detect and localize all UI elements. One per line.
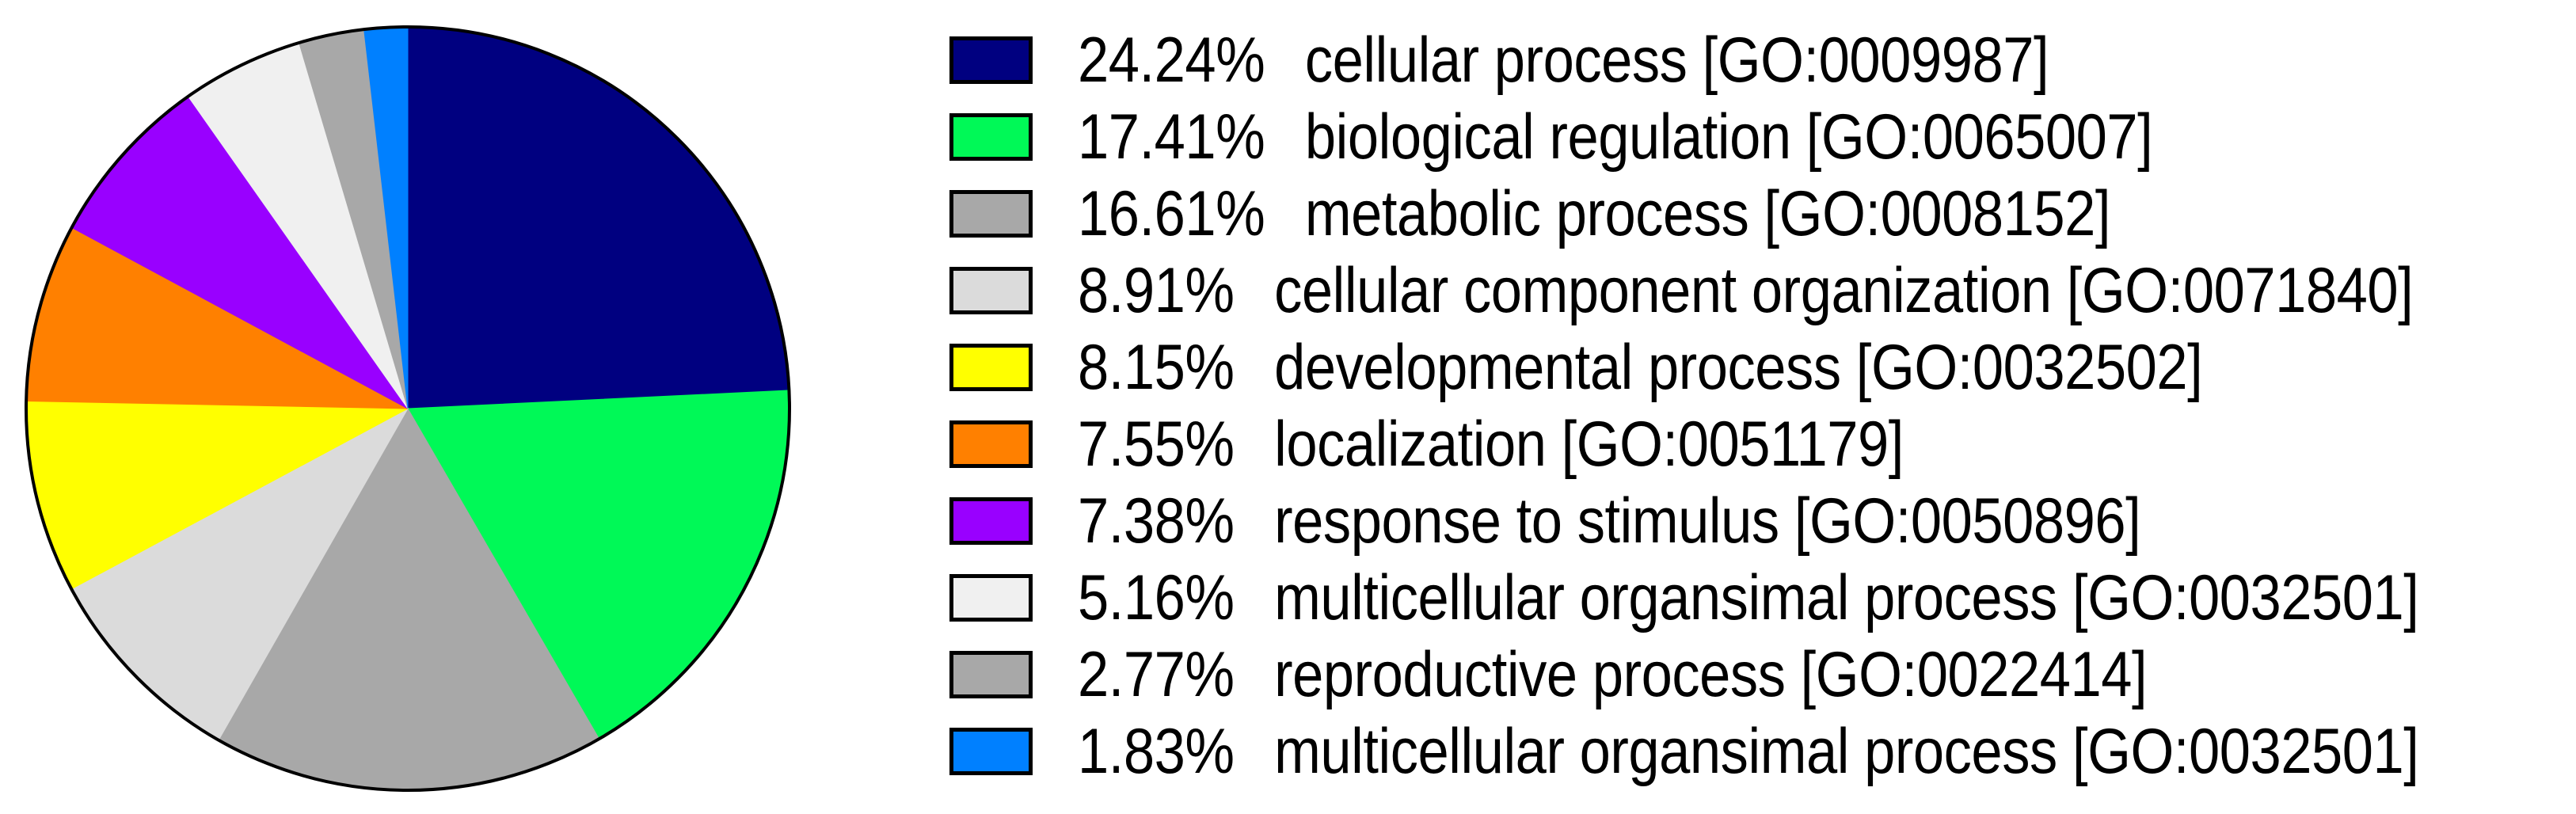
legend-text: 1.83% multicellular organsimal process [G… [1078, 720, 2419, 784]
legend-swatch [949, 651, 1033, 698]
legend-label: cellular process [GO:0009987] [1304, 25, 2049, 96]
legend-label: localization [GO:0051179] [1274, 409, 1904, 480]
legend-swatch [949, 420, 1033, 468]
legend-percent: 1.83% [1078, 716, 1235, 787]
legend-percent: 7.55% [1078, 409, 1235, 480]
legend-item: 7.38% response to stimulus [GO:0050896] [949, 489, 2576, 553]
legend-swatch [949, 190, 1033, 238]
legend-swatch [949, 574, 1033, 622]
legend-swatch [949, 113, 1033, 161]
pie-chart [0, 0, 824, 814]
legend-percent: 16.61% [1078, 178, 1265, 249]
legend-percent: 2.77% [1078, 639, 1235, 710]
legend-text: 7.38% response to stimulus [GO:0050896] [1078, 489, 2141, 553]
legend-label: metabolic process [GO:0008152] [1304, 178, 2111, 249]
legend-swatch [949, 36, 1033, 84]
legend-swatch [949, 267, 1033, 314]
legend-item: 24.24% cellular process [GO:0009987] [949, 29, 2576, 93]
legend-item: 16.61% metabolic process [GO:0008152] [949, 182, 2576, 246]
legend-percent: 8.91% [1078, 255, 1235, 326]
legend-item: 8.15% developmental process [GO:0032502] [949, 336, 2576, 400]
pie-outline [25, 25, 791, 792]
legend-text: 2.77% reproductive process [GO:0022414] [1078, 643, 2148, 707]
legend-label: developmental process [GO:0032502] [1274, 332, 2203, 403]
legend-text: 8.91% cellular component organization [GO… [1078, 259, 2414, 323]
legend-text: 24.24% cellular process [GO:0009987] [1078, 29, 2049, 93]
legend: 24.24% cellular process [GO:0009987] 17.4… [949, 29, 2576, 804]
pie-chart-svg [25, 25, 791, 792]
legend-swatch [949, 344, 1033, 391]
legend-swatch [949, 728, 1033, 775]
legend-item: 1.83% multicellular organsimal process [G… [949, 720, 2576, 784]
legend-item: 17.41% biological regulation [GO:0065007] [949, 105, 2576, 169]
legend-item: 2.77% reproductive process [GO:0022414] [949, 643, 2576, 707]
legend-percent: 8.15% [1078, 332, 1235, 403]
legend-percent: 24.24% [1078, 25, 1265, 96]
legend-label: multicellular organsimal process [GO:003… [1274, 716, 2419, 787]
legend-text: 17.41% biological regulation [GO:0065007] [1078, 105, 2153, 169]
legend-text: 7.55% localization [GO:0051179] [1078, 413, 1904, 477]
legend-label: multicellular organsimal process [GO:003… [1274, 562, 2419, 633]
legend-swatch [949, 497, 1033, 545]
legend-percent: 5.16% [1078, 562, 1235, 633]
legend-text: 16.61% metabolic process [GO:0008152] [1078, 182, 2110, 246]
legend-item: 7.55% localization [GO:0051179] [949, 413, 2576, 477]
legend-text: 8.15% developmental process [GO:0032502] [1078, 336, 2203, 400]
legend-percent: 7.38% [1078, 485, 1235, 557]
pie-slice [407, 26, 790, 409]
legend-label: reproductive process [GO:0022414] [1274, 639, 2148, 710]
legend-label: response to stimulus [GO:0050896] [1274, 485, 2141, 557]
legend-text: 5.16% multicellular organsimal process [G… [1078, 566, 2419, 630]
legend-item: 8.91% cellular component organization [GO… [949, 259, 2576, 323]
legend-percent: 17.41% [1078, 101, 1265, 173]
legend-item: 5.16% multicellular organsimal process [G… [949, 566, 2576, 630]
legend-label: cellular component organization [GO:0071… [1274, 255, 2414, 326]
legend-label: biological regulation [GO:0065007] [1304, 101, 2153, 173]
